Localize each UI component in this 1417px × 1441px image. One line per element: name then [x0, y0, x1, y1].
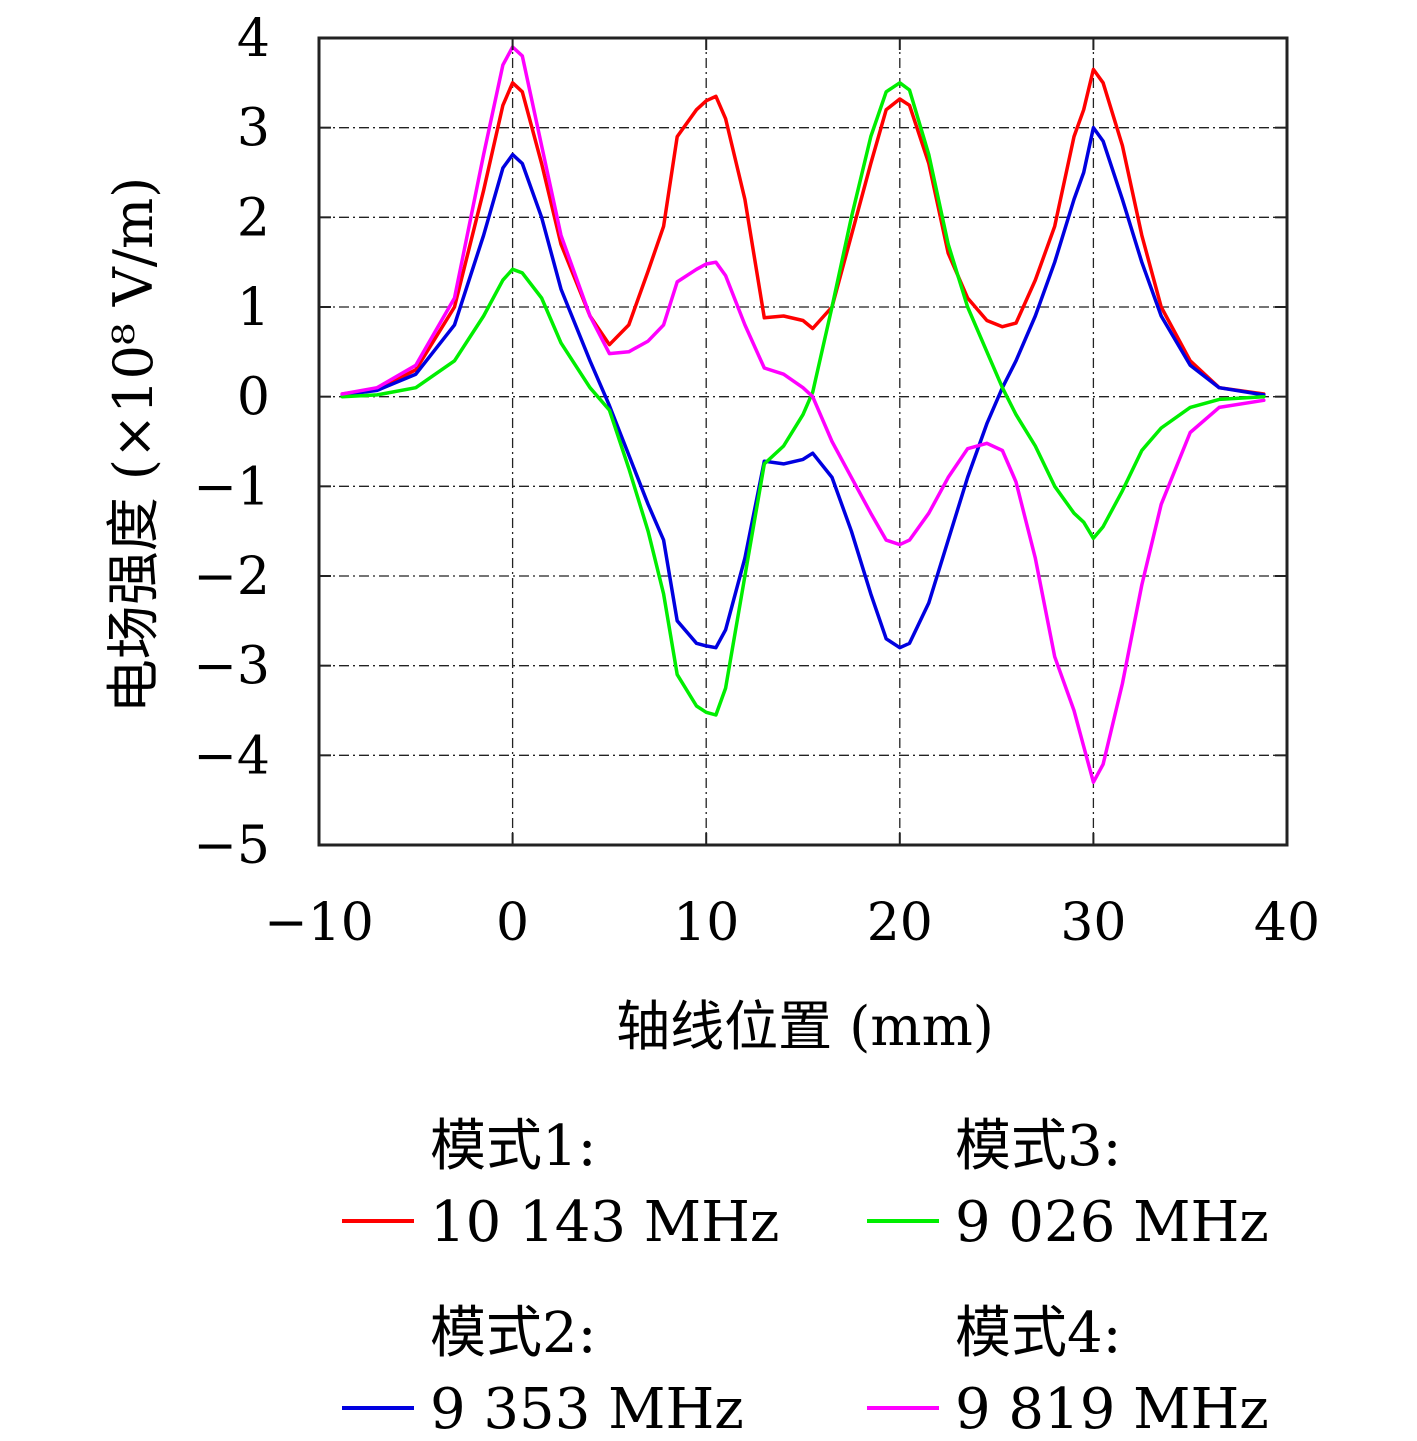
y-tick-label: 0 — [237, 368, 270, 428]
y-tick-label: 1 — [237, 278, 270, 338]
legend: 模式1: 10 143 MHz 模式2: 9 353 MHz 模式3: 9 026 MHz… — [342, 1114, 1269, 1441]
x-tick-labels: −10 0 10 20 30 40 — [264, 893, 1320, 953]
series-line-mode-3 — [340, 81, 1266, 717]
y-tick-label: −2 — [193, 547, 270, 607]
x-axis-title: 轴线位置 (mm) — [616, 995, 994, 1058]
legend-frequency-mode-3: 9 026 MHz — [955, 1190, 1269, 1255]
y-axis-title: 电场强度 (×10⁸ V/m) — [102, 177, 165, 713]
x-tick-label: 20 — [867, 893, 933, 953]
legend-label-mode-4: 模式4: — [955, 1301, 1122, 1366]
y-tick-label: −1 — [193, 457, 270, 517]
y-tick-labels: −5 −4 −3 −2 −1 0 1 2 3 4 — [193, 9, 270, 876]
legend-label-mode-1: 模式1: — [430, 1114, 597, 1179]
series-line-mode-4 — [340, 45, 1266, 784]
y-tick-label: −4 — [193, 726, 270, 786]
y-tick-label: −3 — [193, 637, 270, 697]
legend-frequency-mode-1: 10 143 MHz — [430, 1190, 779, 1255]
plot-frame — [317, 36, 1289, 847]
tick-marks — [318, 37, 1288, 846]
x-tick-label: 10 — [673, 893, 739, 953]
y-tick-label: 4 — [237, 9, 270, 69]
legend-label-mode-3: 模式3: — [955, 1114, 1122, 1179]
legend-label-mode-2: 模式2: — [430, 1301, 597, 1366]
series-lines — [340, 45, 1266, 784]
x-tick-label: 40 — [1254, 893, 1320, 953]
x-tick-label: 0 — [496, 893, 529, 953]
x-tick-label: 30 — [1060, 893, 1126, 953]
y-tick-label: 3 — [237, 99, 270, 159]
series-line-mode-2 — [340, 125, 1266, 650]
y-tick-label: −5 — [193, 816, 270, 876]
y-tick-label: 2 — [237, 188, 270, 248]
legend-frequency-mode-4: 9 819 MHz — [955, 1377, 1269, 1441]
grid — [319, 38, 1287, 845]
series-line-mode-1 — [340, 67, 1266, 396]
x-tick-label: −10 — [264, 893, 374, 953]
legend-frequency-mode-2: 9 353 MHz — [430, 1377, 744, 1441]
